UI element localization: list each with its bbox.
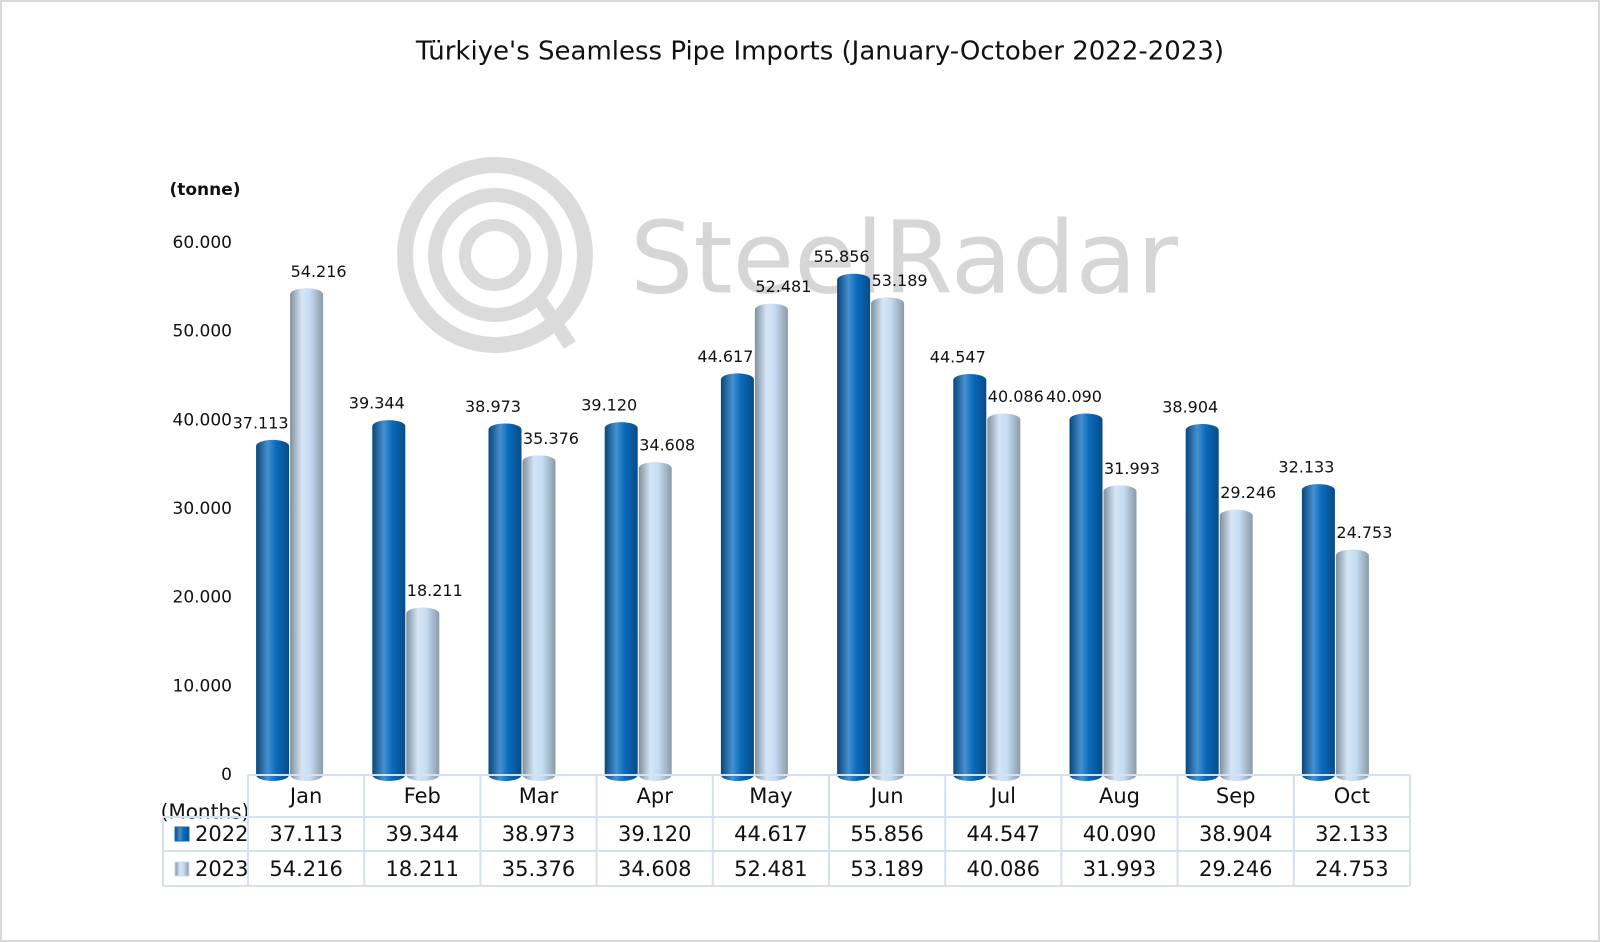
bar bbox=[1301, 484, 1335, 781]
chart-title: Türkiye's Seamless Pipe Imports (January… bbox=[415, 37, 1224, 67]
x-tick-label: Jun bbox=[869, 784, 904, 808]
y-tick-label: 60.000 bbox=[173, 233, 232, 253]
watermark-text: SteelRadar bbox=[630, 199, 1179, 316]
bar bbox=[522, 455, 556, 781]
data-label: 24.753 bbox=[1336, 523, 1392, 542]
bar bbox=[987, 413, 1021, 781]
bar bbox=[638, 462, 672, 781]
data-label: 35.376 bbox=[523, 429, 579, 448]
data-label: 40.090 bbox=[1046, 387, 1102, 406]
legend-swatch bbox=[174, 861, 190, 877]
data-label: 44.547 bbox=[930, 348, 986, 367]
x-tick-label: Apr bbox=[637, 784, 674, 808]
bar bbox=[720, 373, 754, 781]
table-cell: 38.904 bbox=[1199, 822, 1272, 846]
data-label: 52.481 bbox=[755, 277, 811, 296]
x-tick-label: Feb bbox=[404, 784, 441, 808]
bar bbox=[1185, 424, 1219, 781]
table-cell: 34.608 bbox=[618, 857, 691, 881]
table-cell: 44.547 bbox=[967, 822, 1040, 846]
table-cell: 29.246 bbox=[1199, 857, 1272, 881]
table-cell: 55.856 bbox=[850, 822, 923, 846]
data-label: 34.608 bbox=[639, 436, 695, 455]
bar bbox=[406, 607, 440, 781]
bar bbox=[837, 273, 871, 781]
bar bbox=[1069, 413, 1103, 781]
table-cell: 24.753 bbox=[1315, 857, 1388, 881]
data-label: 39.344 bbox=[349, 394, 405, 413]
table-cell: 31.993 bbox=[1083, 857, 1156, 881]
bar bbox=[1335, 549, 1369, 781]
x-tick-label: Jan bbox=[288, 784, 322, 808]
y-tick-label: 40.000 bbox=[173, 410, 232, 430]
bar bbox=[372, 420, 406, 781]
table-cell: 53.189 bbox=[850, 857, 923, 881]
bar bbox=[871, 297, 905, 781]
table-cell: 32.133 bbox=[1315, 822, 1388, 846]
y-tick-label: 0 bbox=[221, 765, 232, 785]
legend-swatch bbox=[174, 826, 190, 842]
bar bbox=[754, 303, 788, 781]
legend-label: 2023 bbox=[195, 857, 248, 881]
y-tick-label: 30.000 bbox=[173, 499, 232, 519]
data-table: Jan 37.113 54.216 Feb 39.344 18.211 Mar 38.973 3… bbox=[162, 774, 1411, 887]
x-tick-label: Sep bbox=[1216, 784, 1256, 808]
table-cell: 38.973 bbox=[502, 822, 575, 846]
table-cell: 35.376 bbox=[502, 857, 575, 881]
x-tick-label: May bbox=[749, 784, 792, 808]
table-cell: 37.113 bbox=[269, 822, 342, 846]
data-label: 55.856 bbox=[814, 247, 870, 266]
x-axis-label: (Months) bbox=[161, 800, 250, 824]
legend-label: 2022 bbox=[195, 822, 248, 846]
table-cell: 44.617 bbox=[734, 822, 807, 846]
table-cell: 52.481 bbox=[734, 857, 807, 881]
watermark bbox=[397, 157, 593, 353]
data-label: 39.120 bbox=[581, 396, 637, 415]
data-label: 37.113 bbox=[233, 413, 289, 432]
x-tick-label: Oct bbox=[1334, 784, 1370, 808]
bar bbox=[256, 439, 290, 781]
bar bbox=[290, 288, 324, 781]
table-cell: 40.090 bbox=[1083, 822, 1156, 846]
data-label: 40.086 bbox=[988, 387, 1044, 406]
data-label: 44.617 bbox=[697, 347, 753, 366]
y-tick-label: 20.000 bbox=[173, 588, 232, 608]
x-tick-label: Aug bbox=[1099, 784, 1140, 808]
x-tick-label: Jul bbox=[989, 784, 1016, 808]
y-tick-label: 10.000 bbox=[173, 676, 232, 696]
data-label: 31.993 bbox=[1104, 459, 1160, 478]
bar bbox=[604, 422, 638, 781]
y-axis-label: (tonne) bbox=[169, 180, 240, 200]
data-label: 38.904 bbox=[1162, 398, 1218, 417]
table-cell: 18.211 bbox=[386, 857, 459, 881]
data-label: 18.211 bbox=[407, 581, 463, 600]
x-tick-label: Mar bbox=[519, 784, 559, 808]
bar bbox=[488, 423, 522, 781]
table-cell: 54.216 bbox=[269, 857, 342, 881]
table-cell: 39.120 bbox=[618, 822, 691, 846]
table-cell: 40.086 bbox=[967, 857, 1040, 881]
bar bbox=[953, 374, 987, 781]
bar bbox=[1103, 485, 1137, 781]
table-cell: 39.344 bbox=[386, 822, 459, 846]
data-label: 38.973 bbox=[465, 397, 521, 416]
data-label: 53.189 bbox=[872, 271, 928, 290]
data-label: 54.216 bbox=[291, 262, 347, 281]
data-label: 29.246 bbox=[1220, 483, 1276, 502]
bar bbox=[1219, 509, 1253, 781]
data-label: 32.133 bbox=[1278, 458, 1334, 477]
y-tick-label: 50.000 bbox=[173, 322, 232, 342]
